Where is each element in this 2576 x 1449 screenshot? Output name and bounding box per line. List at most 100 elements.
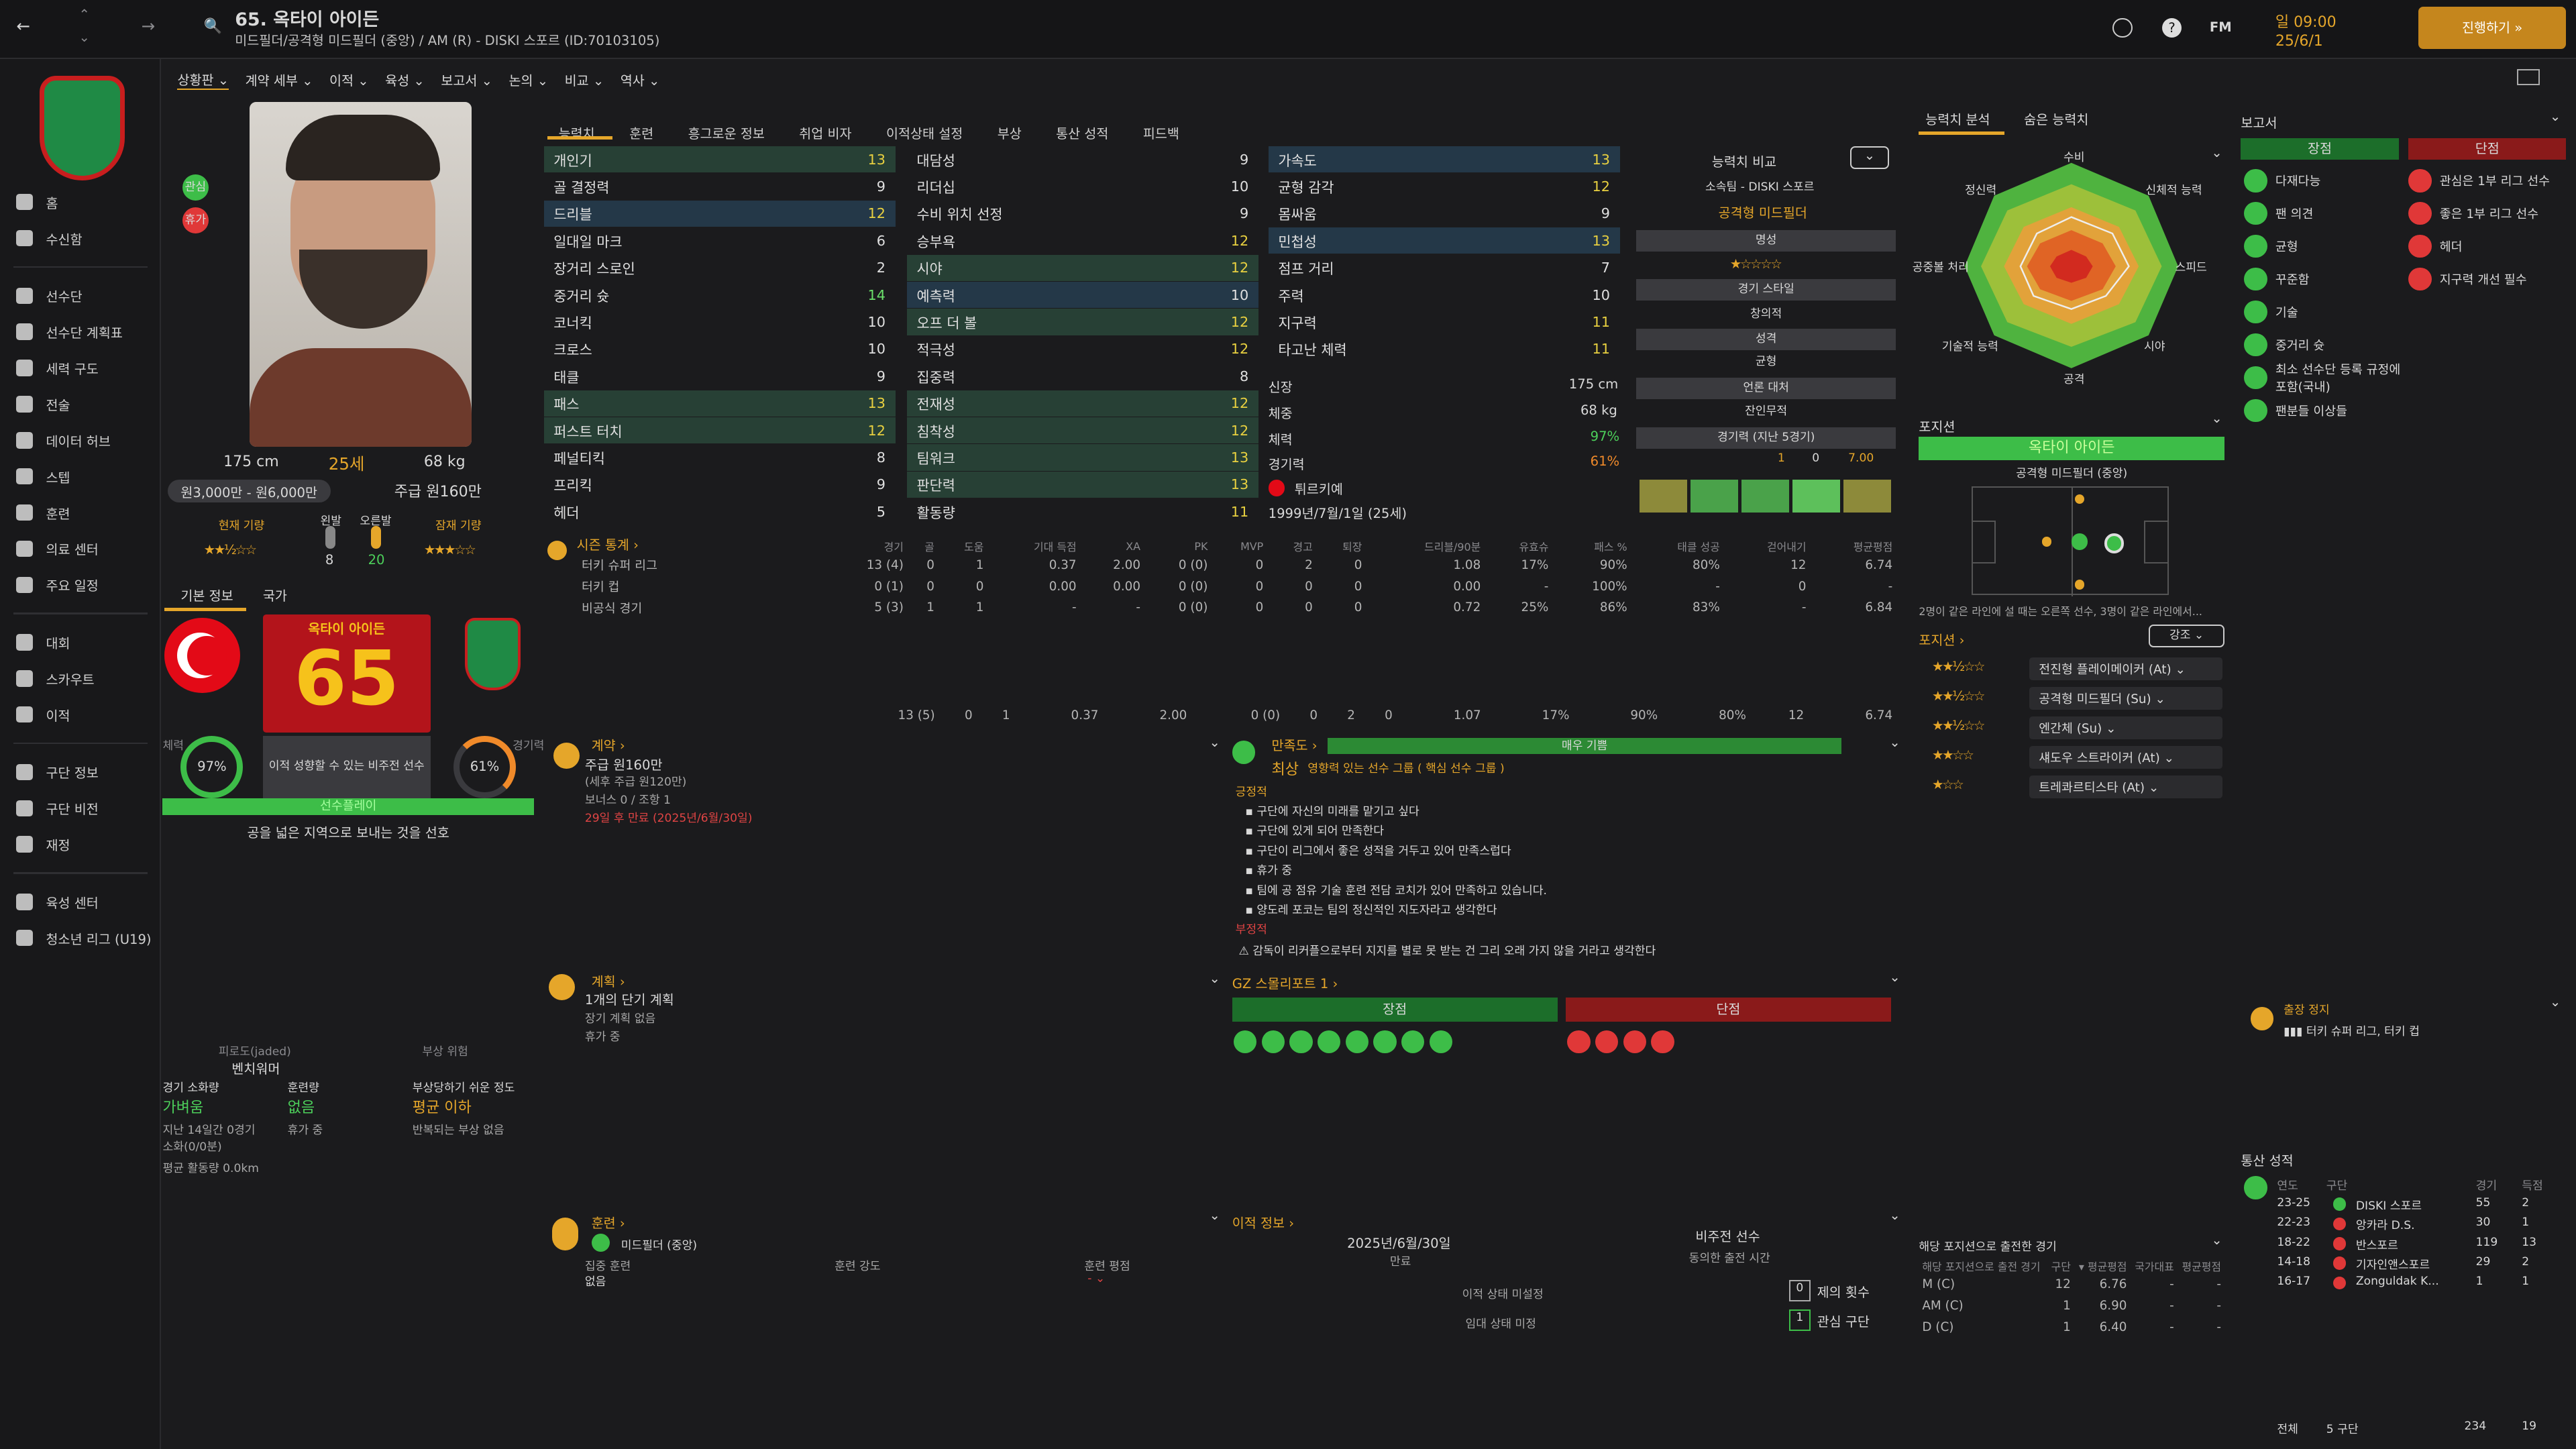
tab-1[interactable]: 훈련: [629, 126, 654, 142]
role-dropdown-2[interactable]: 엔간체 (Su) ⌄: [2029, 716, 2223, 740]
season-stats-title[interactable]: 시즌 통계 ›: [576, 537, 639, 553]
training-expand-icon[interactable]: ⌄: [1209, 1208, 1220, 1223]
trait-text: 공을 넓은 지역으로 보내는 것을 선호: [247, 824, 449, 841]
fm-icon[interactable]: FM: [2209, 19, 2232, 36]
nav-item-3[interactable]: 선수단 계획표: [0, 314, 161, 350]
subtab-4[interactable]: 보고서 ⌄: [441, 72, 492, 89]
contract-title[interactable]: 계약 ›: [591, 737, 625, 753]
radar-expand-icon[interactable]: ⌄: [2211, 144, 2222, 160]
weight-value: 68 kg: [1580, 402, 1617, 418]
apps-expand-icon[interactable]: ⌄: [2211, 1232, 2222, 1248]
nav-icon: [16, 540, 33, 557]
interest-label[interactable]: 관심 구단: [1817, 1314, 1870, 1330]
subtab-1[interactable]: 계약 세부 ⌄: [245, 72, 313, 89]
position-expand-icon[interactable]: ⌄: [2211, 411, 2222, 427]
forward-icon[interactable]: →: [141, 16, 156, 36]
nav-item-11[interactable]: 대회: [0, 625, 161, 661]
attribute-row: 드리블 12: [543, 200, 896, 227]
search-icon[interactable]: 🔍: [203, 17, 223, 35]
apps-cell: D (C): [1922, 1320, 1954, 1334]
role-dropdown-3[interactable]: 섀도우 스트라이커 (At) ⌄: [2029, 745, 2223, 769]
scout-title[interactable]: GZ 스몰리포트 1 ›: [1232, 975, 1338, 991]
role-dropdown-0[interactable]: 전진형 플레이메이커 (At) ⌄: [2029, 657, 2223, 680]
interest-badge[interactable]: 관심: [182, 174, 209, 201]
attribute-name: 드리블: [553, 207, 592, 223]
down-icon[interactable]: ⌄: [78, 30, 90, 46]
role-dropdown-1[interactable]: 공격형 미드필더 (Su) ⌄: [2029, 686, 2223, 710]
nav-item-8[interactable]: 훈련: [0, 494, 161, 531]
nav-item-2[interactable]: 선수단: [0, 278, 161, 314]
player-photo: [250, 101, 472, 447]
transfer-title[interactable]: 이적 정보 ›: [1232, 1216, 1295, 1232]
continue-button[interactable]: 진행하기 »: [2418, 6, 2567, 50]
morale-title[interactable]: 만족도 ›: [1271, 737, 1318, 753]
ban-expand-icon[interactable]: ⌄: [2549, 994, 2561, 1010]
morale-expand-icon[interactable]: ⌄: [1889, 734, 1900, 750]
holiday-badge[interactable]: 휴가: [182, 207, 209, 233]
up-icon[interactable]: ⌃: [78, 6, 90, 22]
position-text: 공격형 미드필더: [1718, 205, 1807, 221]
plan-title[interactable]: 계획 ›: [591, 974, 625, 990]
nav-item-17[interactable]: 육성 센터: [0, 883, 161, 920]
tab-2[interactable]: 흥그로운 정보: [688, 126, 765, 142]
nav-item-6[interactable]: 데이터 허브: [0, 422, 161, 458]
subtab-7[interactable]: 역사 ⌄: [620, 72, 660, 89]
tab-7[interactable]: 피드백: [1142, 126, 1179, 142]
report-item: 팬 의견: [2244, 197, 2402, 230]
report-expand-icon[interactable]: ⌄: [2549, 108, 2561, 124]
stat-col-header: 퇴장: [1342, 541, 1362, 554]
current-ability-label: 현재 기량: [218, 519, 265, 533]
tab-3[interactable]: 취업 비자: [799, 126, 852, 142]
nav-item-15[interactable]: 구단 비전: [0, 790, 161, 826]
contract-expand-icon[interactable]: ⌄: [1209, 734, 1220, 750]
nav-item-1[interactable]: 수신함: [0, 220, 161, 256]
training-title[interactable]: 훈련 ›: [591, 1216, 625, 1232]
nav-item-13[interactable]: 이적: [0, 696, 161, 733]
back-icon[interactable]: ←: [16, 16, 30, 36]
subtab-6[interactable]: 비교 ⌄: [564, 72, 604, 89]
subtab-5[interactable]: 논의 ⌄: [508, 72, 549, 89]
nav-item-18[interactable]: 청소년 리그 (U19): [0, 920, 161, 956]
roles-mode-dropdown[interactable]: 강조 ⌄: [2149, 624, 2224, 647]
scout-pro-icons: [1234, 1030, 1452, 1053]
role-dropdown-4[interactable]: 트레콰르티스타 (At) ⌄: [2029, 775, 2223, 799]
stat-cell: 0.72: [1453, 600, 1481, 615]
nav-item-0[interactable]: 홈: [0, 184, 161, 220]
compare-dropdown[interactable]: ⌄: [1849, 146, 1890, 170]
subtab-2[interactable]: 이적 ⌄: [329, 72, 369, 89]
roles-title[interactable]: 포지션 ›: [1919, 632, 1965, 648]
nav-item-10[interactable]: 주요 일정: [0, 567, 161, 603]
help-icon[interactable]: ?: [2161, 17, 2182, 38]
nav-item-12[interactable]: 스카우트: [0, 660, 161, 696]
subtab-3[interactable]: 육성 ⌄: [385, 72, 425, 89]
transfer-expand-icon[interactable]: ⌄: [1889, 1208, 1900, 1223]
stat-cell: 0: [1255, 600, 1264, 615]
tab-attribute-analysis[interactable]: 능력치 분석: [1925, 111, 1990, 127]
nav-item-4[interactable]: 세력 구도: [0, 350, 161, 386]
layout-icon[interactable]: [2516, 68, 2540, 86]
nav-item-14[interactable]: 구단 정보: [0, 754, 161, 790]
scout-expand-icon[interactable]: ⌄: [1889, 969, 1900, 985]
age-text: 25세: [328, 454, 365, 474]
apps-cell: 6.90: [2099, 1299, 2127, 1313]
plan-expand-icon[interactable]: ⌄: [1209, 971, 1220, 987]
attribute-value: 9: [876, 476, 885, 493]
subtab-0[interactable]: 상황판 ⌄: [177, 69, 229, 90]
weight-label: 체중: [1268, 406, 1293, 421]
tab-5[interactable]: 부상: [997, 126, 1022, 142]
tab-hidden-attributes[interactable]: 숨은 능력치: [2024, 111, 2089, 127]
tab-4[interactable]: 이적상태 설정: [886, 126, 963, 142]
attribute-name: 프리킥: [553, 478, 592, 494]
tab-nation[interactable]: 국가: [262, 588, 287, 604]
nav-item-7[interactable]: 스텝: [0, 458, 161, 494]
nav-item-9[interactable]: 의료 센터: [0, 531, 161, 567]
condition-value: 97%: [1590, 429, 1620, 445]
nav-item-5[interactable]: 전술: [0, 386, 161, 422]
stat-cell: 13 (4): [866, 557, 904, 572]
attribute-row: 균형 감각 12: [1269, 173, 1620, 199]
nav-item-16[interactable]: 재정: [0, 826, 161, 863]
globe-icon[interactable]: [2112, 17, 2133, 38]
tab-6[interactable]: 통산 성적: [1056, 126, 1109, 142]
tab-basic-info[interactable]: 기본 정보: [180, 588, 233, 604]
